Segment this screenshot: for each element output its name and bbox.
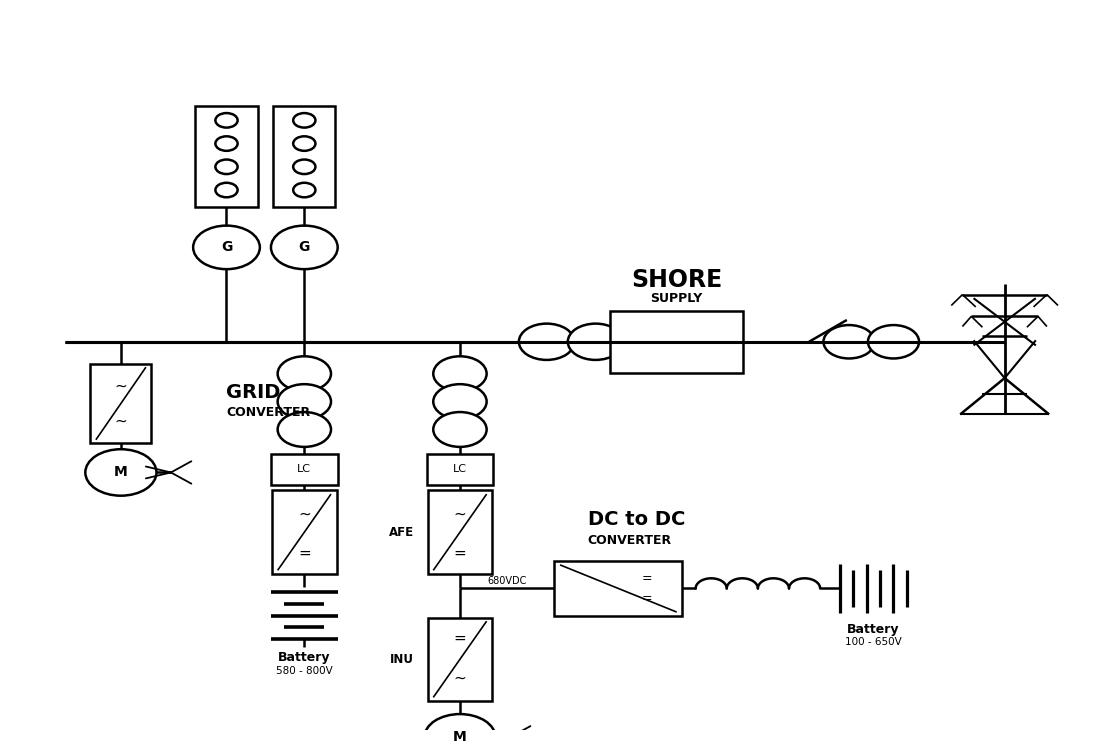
Text: G: G — [299, 241, 310, 255]
Circle shape — [433, 412, 486, 447]
Circle shape — [271, 226, 337, 269]
Bar — [271, 454, 337, 485]
Circle shape — [278, 412, 332, 447]
Text: ~: ~ — [298, 506, 310, 521]
Circle shape — [193, 226, 260, 269]
Text: SUPPLY: SUPPLY — [651, 292, 703, 305]
Bar — [91, 364, 151, 444]
Bar — [554, 561, 682, 616]
Circle shape — [868, 325, 920, 359]
Circle shape — [293, 160, 316, 174]
Bar — [428, 618, 492, 701]
Text: 100 - 650V: 100 - 650V — [846, 637, 902, 647]
Bar — [273, 106, 336, 208]
Text: CONVERTER: CONVERTER — [588, 534, 672, 547]
Circle shape — [293, 183, 316, 197]
Text: ~: ~ — [454, 670, 466, 685]
Circle shape — [568, 323, 624, 360]
Text: M: M — [454, 731, 467, 744]
Text: M: M — [114, 465, 128, 480]
Text: SHORE: SHORE — [631, 268, 722, 292]
Text: Battery: Battery — [847, 623, 899, 636]
Circle shape — [215, 113, 237, 128]
Bar — [272, 491, 336, 574]
Circle shape — [215, 160, 237, 174]
Circle shape — [215, 136, 237, 151]
Text: =: = — [454, 545, 466, 560]
Text: 580 - 800V: 580 - 800V — [276, 666, 333, 676]
Circle shape — [424, 714, 495, 747]
Bar — [195, 106, 258, 208]
Text: ~: ~ — [114, 414, 128, 429]
Circle shape — [823, 325, 875, 359]
Circle shape — [293, 113, 316, 128]
Bar — [427, 454, 493, 485]
Text: 680VDC: 680VDC — [487, 576, 528, 586]
Text: =: = — [641, 571, 652, 585]
Text: =: = — [641, 592, 652, 605]
Circle shape — [519, 323, 575, 360]
Text: LC: LC — [297, 465, 311, 474]
Text: CONVERTER: CONVERTER — [226, 406, 310, 419]
Circle shape — [278, 356, 332, 391]
Text: ~: ~ — [114, 379, 128, 394]
Text: DC to DC: DC to DC — [588, 510, 685, 529]
Text: =: = — [454, 631, 466, 646]
Text: Battery: Battery — [278, 651, 330, 664]
Text: ~: ~ — [454, 506, 466, 521]
Bar — [610, 311, 744, 373]
Text: =: = — [298, 545, 310, 560]
Circle shape — [293, 136, 316, 151]
Circle shape — [215, 183, 237, 197]
Circle shape — [433, 356, 486, 391]
Text: INU: INU — [391, 653, 414, 666]
Text: GRID: GRID — [226, 383, 281, 402]
Circle shape — [85, 449, 157, 496]
Text: AFE: AFE — [390, 526, 414, 539]
Bar — [428, 491, 492, 574]
Text: LC: LC — [452, 465, 467, 474]
Text: G: G — [221, 241, 232, 255]
Circle shape — [433, 384, 486, 419]
Circle shape — [278, 384, 332, 419]
